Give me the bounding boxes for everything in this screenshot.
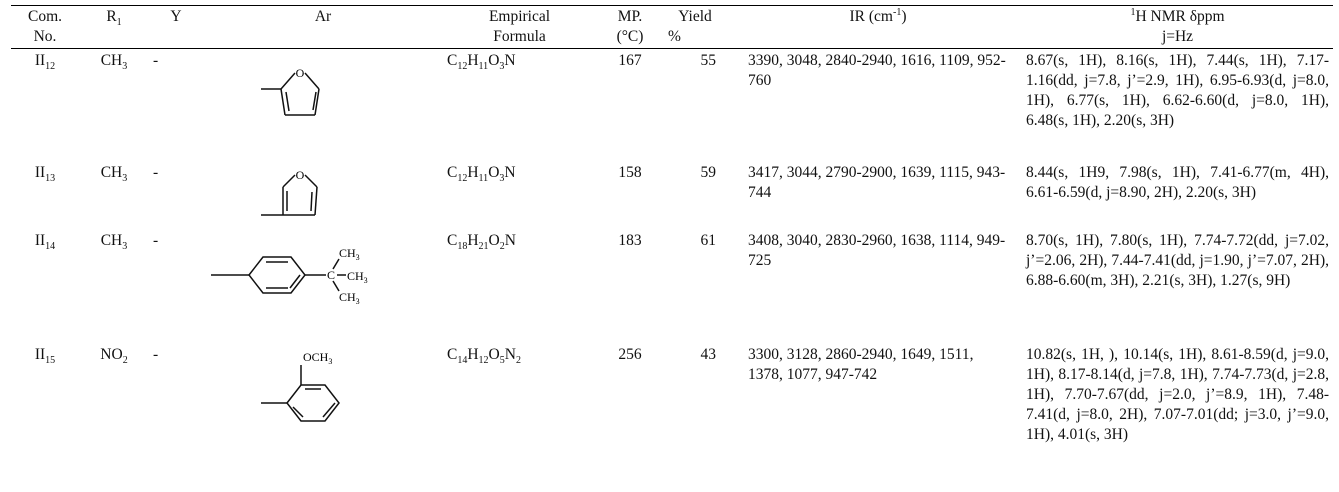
yield-value: 59 bbox=[700, 164, 717, 181]
compound-data-table: Com. No. R1 Y Ar Empirical Formula MP. (°C)… bbox=[11, 5, 1333, 487]
table-header: Com. No. R1 Y Ar Empirical Formula MP. (°C)… bbox=[11, 5, 1333, 49]
ir-data: 3408, 3040, 2830-2960, 1638, 1114, 949-7… bbox=[748, 232, 1006, 269]
empirical-formula: C14H12O5N2 bbox=[447, 346, 521, 367]
compound-number: II15 bbox=[34, 346, 56, 367]
table-row: II12 CH3 - O C bbox=[11, 49, 1333, 162]
header-r1: R1 bbox=[79, 5, 149, 49]
quaternary-carbon-label: C bbox=[327, 268, 335, 282]
r1-group: CH3 bbox=[100, 164, 128, 185]
furan-oxygen-label: O bbox=[296, 168, 305, 182]
table-body: II12 CH3 - O C bbox=[11, 49, 1333, 488]
furan-2-yl-structure-image: O bbox=[261, 66, 320, 116]
methyl-label-middle: CH3 bbox=[347, 269, 368, 285]
compound-number: II12 bbox=[34, 52, 56, 73]
methoxy-label: OCH3 bbox=[303, 350, 332, 366]
yield-value: 61 bbox=[700, 232, 717, 249]
melting-point: 256 bbox=[618, 346, 642, 363]
compound-number: II13 bbox=[34, 164, 56, 185]
tert-butylphenyl-structure-image: C CH3 CH3 CH3 bbox=[211, 246, 368, 306]
r1-group: CH3 bbox=[100, 52, 128, 73]
header-empirical-formula: Empirical Formula bbox=[443, 5, 596, 49]
ar-structure: O bbox=[203, 161, 443, 229]
nmr-data: 8.67(s, 1H), 8.16(s, 1H), 7.44(s, 1H), 7… bbox=[1026, 52, 1329, 129]
empirical-formula: C18H21O2N bbox=[447, 232, 516, 253]
r1-group: NO2 bbox=[100, 346, 128, 367]
methyl-label-bottom: CH3 bbox=[339, 290, 360, 306]
methyl-label-top: CH3 bbox=[339, 246, 360, 262]
header-yield: Yield% bbox=[664, 5, 726, 49]
header-mp: MP. (°C) bbox=[596, 5, 664, 49]
r1-group: CH3 bbox=[100, 232, 128, 253]
melting-point: 183 bbox=[618, 232, 642, 249]
ir-data: 3390, 3048, 2840-2940, 1616, 1109, 952-7… bbox=[748, 52, 1006, 89]
yield-value: 43 bbox=[700, 346, 717, 363]
yield-value: 55 bbox=[700, 52, 717, 69]
ar-structure: OCH3 bbox=[203, 343, 443, 487]
header-nmr: 1H NMR δppm j=Hz bbox=[1012, 5, 1333, 49]
empirical-formula: C12H11O3N bbox=[447, 164, 516, 185]
furan-oxygen-label: O bbox=[296, 66, 305, 80]
header-ir: IR (cm-1) bbox=[726, 5, 1012, 49]
nmr-data: 8.44(s, 1H9, 7.98(s, 1H), 7.41-6.77(m, 4… bbox=[1026, 164, 1329, 201]
ir-data: 3417, 3044, 2790-2900, 1639, 1115, 943-7… bbox=[748, 164, 1006, 201]
header-com-no: Com. No. bbox=[11, 5, 79, 49]
header-y: Y bbox=[149, 5, 203, 49]
table-row: II15 NO2 - OCH3 C14H12O5N2 256 bbox=[11, 343, 1333, 487]
melting-point: 158 bbox=[618, 164, 642, 181]
nmr-data: 10.82(s, 1H, ), 10.14(s, 1H), 8.61-8.59(… bbox=[1026, 346, 1329, 443]
ar-structure: O bbox=[203, 49, 443, 162]
y-group: - bbox=[153, 346, 159, 363]
table-row: II13 CH3 - O C bbox=[11, 161, 1333, 229]
y-group: - bbox=[153, 232, 159, 249]
empirical-formula: C12H11O3N bbox=[447, 52, 516, 73]
compound-number: II14 bbox=[34, 232, 56, 253]
furan-3-yl-structure-image: O bbox=[261, 168, 318, 216]
ir-data: 3300, 3128, 2860-2940, 1649, 1511, 1378,… bbox=[748, 346, 974, 383]
y-group: - bbox=[153, 164, 159, 181]
ar-structure: C CH3 CH3 CH3 bbox=[203, 229, 443, 343]
header-row: Com. No. R1 Y Ar Empirical Formula MP. (°C)… bbox=[11, 5, 1333, 49]
y-group: - bbox=[153, 52, 159, 69]
nmr-data: 8.70(s, 1H), 7.80(s, 1H), 7.74-7.72(dd, … bbox=[1026, 232, 1329, 289]
methoxyphenyl-structure-image: OCH3 bbox=[261, 350, 340, 422]
melting-point: 167 bbox=[618, 52, 642, 69]
table-row: II14 CH3 - C bbox=[11, 229, 1333, 343]
header-ar: Ar bbox=[203, 5, 443, 49]
